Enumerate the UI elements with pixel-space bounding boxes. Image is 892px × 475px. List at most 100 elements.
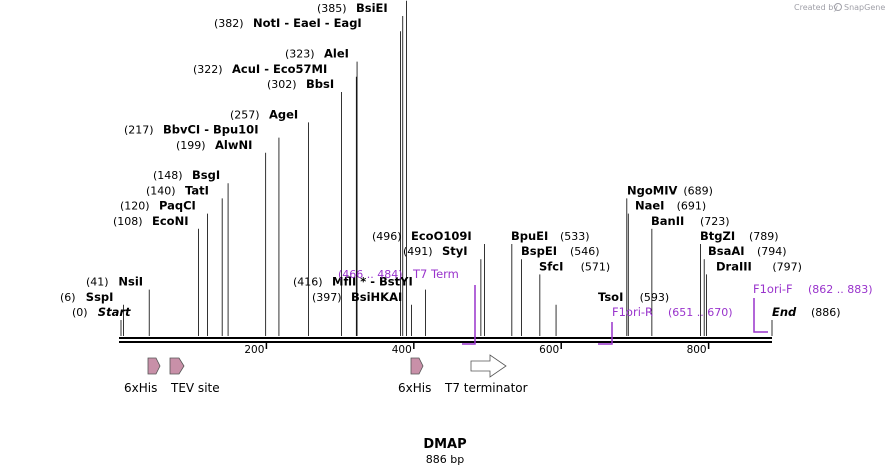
site-bsaai: BsaAI (794) xyxy=(703,244,787,336)
site-banii-pos: (723) xyxy=(700,215,730,228)
site-bbvci: (217) BbvCI - Bpu10I xyxy=(124,123,280,336)
site-bspei: BspEI (546) xyxy=(521,244,600,336)
site-paqci: (120) PaqCI xyxy=(120,199,208,336)
feature-t7-terminator-label: T7 terminator xyxy=(444,381,528,395)
site-alei-name: AleI xyxy=(324,47,349,61)
site-end: End (886) xyxy=(771,305,841,336)
f1ori-r-name: F1ori-R xyxy=(612,305,653,319)
site-bsaai-name: BsaAI xyxy=(708,244,745,258)
site-nsii-name: NsiI xyxy=(118,275,143,289)
site-btgzi-name: BtgZI xyxy=(700,229,735,243)
site-bbsi-pos: (302) xyxy=(267,78,297,91)
f1ori-f-name: F1ori-F xyxy=(753,282,793,296)
site-bpuei: BpuEI (533) xyxy=(511,229,590,336)
primer-f1ori-r: F1ori-R (651 .. 670) xyxy=(598,305,733,345)
position-ticks: 200 400 600 800 xyxy=(244,341,710,356)
site-sspi-name: SspI xyxy=(86,290,114,304)
site-econi-name: EcoNI xyxy=(152,214,188,228)
site-naei-pos: (691) xyxy=(677,200,707,213)
site-bsihkai: (397) BsiHKAI xyxy=(312,290,412,336)
site-bbvci-pos: (217) xyxy=(124,124,154,137)
tick-200: 200 xyxy=(244,341,268,356)
site-mfli-name: MflI * - BstYI xyxy=(332,275,413,289)
site-nsii: (41) NsiI xyxy=(86,275,150,336)
site-econi: (108) EcoNI xyxy=(113,214,199,336)
site-bbsi: (302) BbsI xyxy=(267,77,342,336)
t7-term-range: (466 .. 484) xyxy=(338,268,403,281)
site-sspi-pos: (6) xyxy=(60,291,76,304)
site-tati-name: TatI xyxy=(185,183,209,197)
site-naei: NaeI (691) xyxy=(627,199,707,336)
site-bbsi-name: BbsI xyxy=(306,77,334,91)
site-sfci-pos: (571) xyxy=(581,260,611,273)
site-draiii-name: DraIII xyxy=(716,259,752,273)
site-btgzi-pos: (789) xyxy=(749,230,779,243)
site-bsgi-pos: (148) xyxy=(153,169,183,182)
site-bspei-name: BspEI xyxy=(521,244,557,258)
site-styi-pos: (491) xyxy=(403,245,433,258)
site-bpuei-name: BpuEI xyxy=(511,229,548,243)
site-bsaai-pos: (794) xyxy=(757,245,787,258)
site-mfli-pos: (416) xyxy=(293,276,323,289)
f1ori-r-range: (651 .. 670) xyxy=(668,306,733,319)
t7-term-name: T7 Term xyxy=(412,267,459,281)
site-alei-pos: (323) xyxy=(285,48,315,61)
site-sspi: (6) SspI xyxy=(60,290,124,336)
site-styi: (491) StyI xyxy=(403,244,482,336)
site-styi-name: StyI xyxy=(442,244,468,258)
site-bsgi: (148) BsgI xyxy=(153,168,229,336)
site-bsiei: (385) BsiEI xyxy=(317,1,404,336)
snapgene-logo-icon xyxy=(834,3,842,11)
feature-tev-site: TEV site xyxy=(169,357,220,395)
site-ngomiv-pos: (689) xyxy=(683,184,713,197)
site-bsiei-pos: (385) xyxy=(317,2,347,15)
site-eco0109i: (496) EcoO109I xyxy=(372,229,485,336)
snapgene-brand: SnapGene xyxy=(844,3,885,12)
site-bsihkai-pos: (397) xyxy=(312,291,342,304)
site-bpuei-pos: (533) xyxy=(560,230,590,243)
site-agei-pos: (257) xyxy=(230,108,260,121)
site-ngomiv-name: NgoMIV xyxy=(627,183,677,197)
site-agei-name: AgeI xyxy=(269,107,298,121)
site-acui: (322) AcuI - Eco57MI xyxy=(193,62,357,336)
site-eco0109i-name: EcoO109I xyxy=(411,229,472,243)
site-noti-pos: (382) xyxy=(214,17,244,30)
site-alwni-pos: (199) xyxy=(176,139,206,152)
site-end-pos: (886) xyxy=(811,306,841,319)
site-start: (0) Start xyxy=(72,305,131,336)
feature-6xhis-1-label: 6xHis xyxy=(124,381,157,395)
site-paqci-pos: (120) xyxy=(120,200,150,213)
site-start-name: Start xyxy=(98,305,131,319)
site-tati-pos: (140) xyxy=(146,184,176,197)
tick-600: 600 xyxy=(539,341,562,356)
site-noti: (382) NotI - EaeI - EagI xyxy=(214,16,401,336)
site-paqci-name: PaqCI xyxy=(159,199,196,213)
site-sfci-name: SfcI xyxy=(539,259,563,273)
site-banii-name: BanII xyxy=(651,214,684,228)
site-bbvci-name: BbvCI - Bpu10I xyxy=(163,123,258,137)
feature-t7-terminator: T7 terminator xyxy=(444,354,528,395)
f1ori-f-range: (862 .. 883) xyxy=(808,283,873,296)
feature-tev-site-label: TEV site xyxy=(170,381,220,395)
site-draiii: DraIII (797) xyxy=(706,259,802,336)
site-tsoi: TsoI (593) xyxy=(555,290,669,336)
tick-label: 400 xyxy=(392,344,412,356)
sequence-name: DMAP xyxy=(423,437,466,452)
site-banii: BanII (723) xyxy=(651,214,730,336)
site-eco0109i-pos: (496) xyxy=(372,230,402,243)
primer-t7-term: (466 .. 484) T7 Term xyxy=(338,267,476,345)
primer-f1ori-f: F1ori-F (862 .. 883) xyxy=(753,282,873,333)
tick-label: 200 xyxy=(244,344,264,356)
site-agei: (257) AgeI xyxy=(230,107,309,336)
feature-6xhis-2: 6xHis xyxy=(398,357,431,395)
site-btgzi: BtgZI (789) xyxy=(700,229,779,336)
site-econi-pos: (108) xyxy=(113,215,143,228)
sequence-length: 886 bp xyxy=(426,453,464,466)
site-naei-name: NaeI xyxy=(635,199,664,213)
site-draiii-pos: (797) xyxy=(772,260,802,273)
site-avai: (390)AvaI - XhoI - BsoBI - PspXI - PaeR7… xyxy=(406,0,407,336)
site-noti-name: NotI - EaeI - EagI xyxy=(253,16,362,30)
site-mfli: (416) MflI * - BstYI xyxy=(293,275,427,336)
site-alei: (323) AleI xyxy=(285,47,358,336)
